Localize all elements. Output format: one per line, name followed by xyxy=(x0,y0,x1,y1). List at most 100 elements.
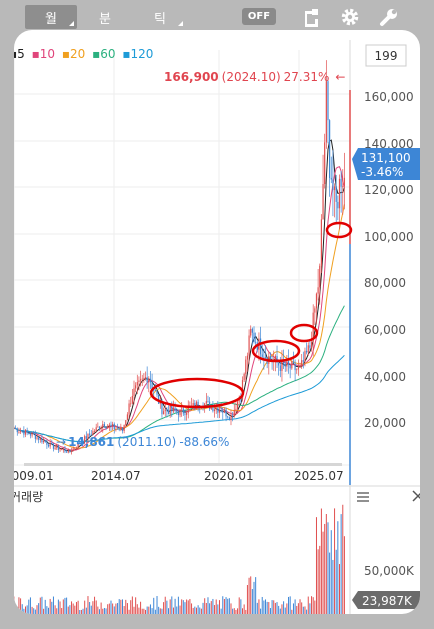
price-label-60000: 60,000 xyxy=(364,323,406,337)
candle-body xyxy=(67,449,69,453)
volume-bar xyxy=(39,597,41,614)
volume-bar xyxy=(38,603,40,614)
candle-body xyxy=(61,449,63,451)
candle-body xyxy=(325,81,327,143)
volume-bar xyxy=(143,608,145,614)
candle xyxy=(177,409,179,422)
volume-bar xyxy=(243,604,245,614)
volume-bar xyxy=(288,596,290,614)
candle-body xyxy=(287,361,290,365)
volume-bar xyxy=(21,604,23,614)
price-chart[interactable]: 166,900 (2024.10) 27.31% ← → 14,861 (2011.10)… xyxy=(14,30,420,614)
candle xyxy=(75,446,78,450)
candle xyxy=(97,422,99,428)
gear-icon[interactable] xyxy=(339,6,361,28)
candle xyxy=(253,326,255,344)
candle-body xyxy=(121,427,124,432)
volume-bar xyxy=(329,552,331,614)
volume-bar xyxy=(61,608,63,614)
candle-body xyxy=(131,395,133,404)
candle xyxy=(281,350,283,382)
candle xyxy=(123,424,125,434)
candle-body xyxy=(52,443,55,449)
volume-bar xyxy=(299,599,301,614)
volume-bar xyxy=(291,609,293,614)
volume-bar xyxy=(169,599,171,614)
candle-body xyxy=(243,373,245,381)
volume-bar xyxy=(90,605,92,614)
candle-body xyxy=(289,364,291,369)
candle xyxy=(136,374,138,395)
candle-body xyxy=(154,390,156,391)
tab-monthly[interactable]: 월 xyxy=(25,5,77,29)
close-icon[interactable] xyxy=(412,490,420,502)
legend-10[interactable]: ▪10 xyxy=(32,47,55,61)
candle xyxy=(128,399,130,419)
volume-bar xyxy=(57,599,59,614)
volume-bar xyxy=(332,559,334,614)
candle xyxy=(143,373,145,383)
candle-body xyxy=(149,378,152,383)
legend-20[interactable]: ▪20 xyxy=(62,47,85,61)
candle xyxy=(251,327,253,346)
candle-body xyxy=(80,442,82,444)
candle-body xyxy=(232,415,234,417)
candle-body xyxy=(46,442,48,445)
candle-body xyxy=(39,438,41,440)
volume-bar xyxy=(103,607,105,614)
volume-bar xyxy=(314,600,316,614)
candle xyxy=(343,152,346,210)
candle xyxy=(102,420,104,433)
candle-body xyxy=(282,360,285,364)
volume-bar xyxy=(340,514,342,614)
candle xyxy=(67,448,69,454)
candle-body xyxy=(130,403,132,405)
volume-bar xyxy=(309,603,311,614)
candle xyxy=(121,427,124,434)
candle-body xyxy=(51,442,53,444)
volume-bar xyxy=(164,596,166,614)
volume-bar xyxy=(23,608,25,614)
candle xyxy=(169,403,171,418)
toggle-off-button[interactable]: OFF xyxy=(242,8,276,25)
volume-bar xyxy=(123,606,125,614)
volume-bar xyxy=(202,602,204,614)
annotation-ellipses xyxy=(149,221,353,409)
wrench-icon[interactable] xyxy=(378,6,400,28)
legend-120[interactable]: ▪120 xyxy=(122,47,153,61)
candle-body xyxy=(42,440,45,443)
volume-title: 거래량 xyxy=(14,490,43,504)
candle xyxy=(222,407,224,420)
share-icon[interactable] xyxy=(300,6,322,28)
candle xyxy=(84,434,86,445)
volume-bar xyxy=(54,605,56,614)
candle xyxy=(209,397,211,411)
volume-bar xyxy=(302,606,304,614)
menu-icon[interactable] xyxy=(357,492,369,502)
tab-tick[interactable]: 틱 xyxy=(134,5,186,29)
candle-body xyxy=(31,433,33,436)
volume-current-tag xyxy=(352,591,420,609)
candle xyxy=(340,170,342,213)
candle-body xyxy=(135,385,137,389)
chart-card: 166,900 (2024.10) 27.31% ← → 14,861 (2011.10)… xyxy=(14,30,420,614)
candle xyxy=(62,447,64,453)
candle xyxy=(135,382,137,393)
candle xyxy=(223,407,226,414)
volume-bar xyxy=(255,577,257,614)
scroll-bar[interactable] xyxy=(24,463,342,466)
volume-bar xyxy=(286,603,288,614)
candle xyxy=(138,376,140,391)
candle xyxy=(332,150,334,217)
top-toolbar: 월 분 틱 OFF xyxy=(0,0,434,34)
volume-bar xyxy=(154,609,156,614)
candle xyxy=(325,60,327,149)
candle-body xyxy=(225,409,227,417)
tab-minute[interactable]: 분 xyxy=(80,5,130,29)
legend-60[interactable]: ▪60 xyxy=(92,47,115,61)
legend-5[interactable]: ▪5 xyxy=(14,47,25,61)
count-box-label: 199 xyxy=(375,49,398,63)
volume-bar xyxy=(14,596,15,614)
count-box[interactable] xyxy=(365,44,407,67)
tab-monthly-corner xyxy=(69,21,74,26)
